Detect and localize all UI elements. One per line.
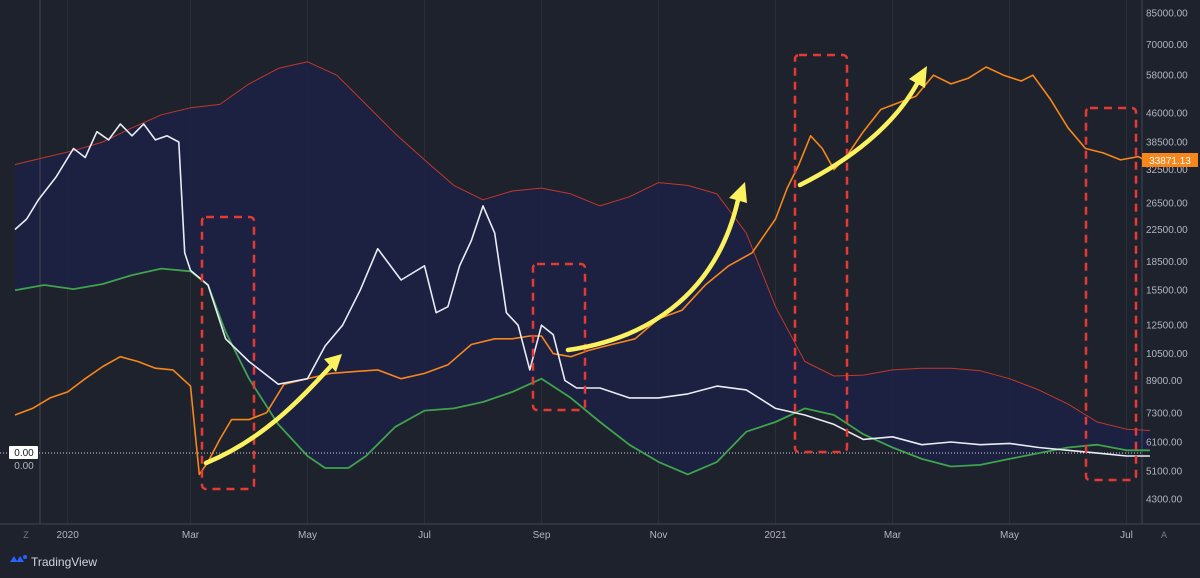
highlight-box (531, 262, 587, 412)
highlight-box (200, 215, 256, 491)
timezone-corner-label[interactable]: Z (23, 530, 29, 540)
oscillator-line (14, 123, 1150, 457)
time-tick-label: Jul (1120, 530, 1133, 541)
price-line (14, 66, 1151, 476)
highlight-boxes (200, 53, 1138, 491)
trend-arrows (203, 66, 927, 466)
price-tick-label: 32500.00 (1146, 165, 1188, 176)
trend-arrow-head (729, 182, 747, 203)
price-tick-label: 38500.00 (1146, 137, 1188, 148)
price-tick-label: 46000.00 (1146, 109, 1188, 120)
highlight-box (793, 53, 849, 454)
price-tick-label: 10500.00 (1146, 349, 1188, 360)
trend-arrow-shaft (797, 79, 921, 188)
zero-value-tag (9, 446, 38, 459)
trend-arrow-head (324, 354, 342, 372)
time-tick-label: May (298, 530, 317, 541)
tradingview-logo-icon[interactable] (10, 555, 27, 562)
trend-arrow-head (909, 66, 927, 88)
time-tick-label: Nov (650, 530, 668, 541)
time-tick-label: Mar (884, 530, 902, 541)
time-tick-label: Mar (182, 530, 200, 541)
price-tick-label: 26500.00 (1146, 198, 1188, 209)
last-price-tag (1142, 153, 1198, 167)
time-axis[interactable]: 2020 Mar May Jul Sep Nov 2021 Mar May Jul (57, 530, 1133, 541)
upper-band-line (14, 61, 1150, 431)
time-tick-label: Sep (533, 530, 551, 541)
price-tick-label: 6100.00 (1146, 438, 1183, 449)
highlight-box (1084, 106, 1138, 482)
time-tick-label: Jul (418, 530, 431, 541)
last-price-label: 33871.13 (1149, 156, 1191, 167)
price-tick-label: 5100.00 (1146, 467, 1183, 478)
price-tick-label: 18500.00 (1146, 257, 1188, 268)
price-axis[interactable]: 85000.00 70000.00 58000.00 46000.00 38500.00… (1146, 9, 1188, 506)
series-layer (14, 61, 1151, 476)
time-tick-label: 2020 (57, 530, 80, 541)
tradingview-logo-mark (10, 556, 24, 562)
price-tick-label: 58000.00 (1146, 71, 1188, 82)
price-tick-label: 12500.00 (1146, 321, 1188, 332)
price-tick-label: 85000.00 (1146, 9, 1188, 20)
price-tick-label: 4300.00 (1146, 495, 1183, 506)
time-tick-label: May (1000, 530, 1019, 541)
trend-arrow-shaft (565, 197, 741, 353)
band-fill-area (15, 61, 1150, 475)
zero-value-label-secondary: 0.00 (14, 461, 34, 472)
price-tick-label: 8900.00 (1146, 376, 1183, 387)
price-tick-label: 15500.00 (1146, 286, 1188, 297)
tradingview-logo-dot (23, 555, 27, 559)
trend-arrow-shaft (203, 363, 334, 466)
tradingview-brand-label[interactable]: TradingView (31, 555, 97, 569)
price-tick-label: 22500.00 (1146, 225, 1188, 236)
price-tick-label: 7300.00 (1146, 408, 1183, 419)
price-tick-label: 70000.00 (1146, 40, 1188, 51)
time-tick-label: 2021 (764, 530, 787, 541)
auto-scale-corner-label[interactable]: A (1161, 530, 1167, 540)
zero-value-label: 0.00 (14, 448, 34, 459)
